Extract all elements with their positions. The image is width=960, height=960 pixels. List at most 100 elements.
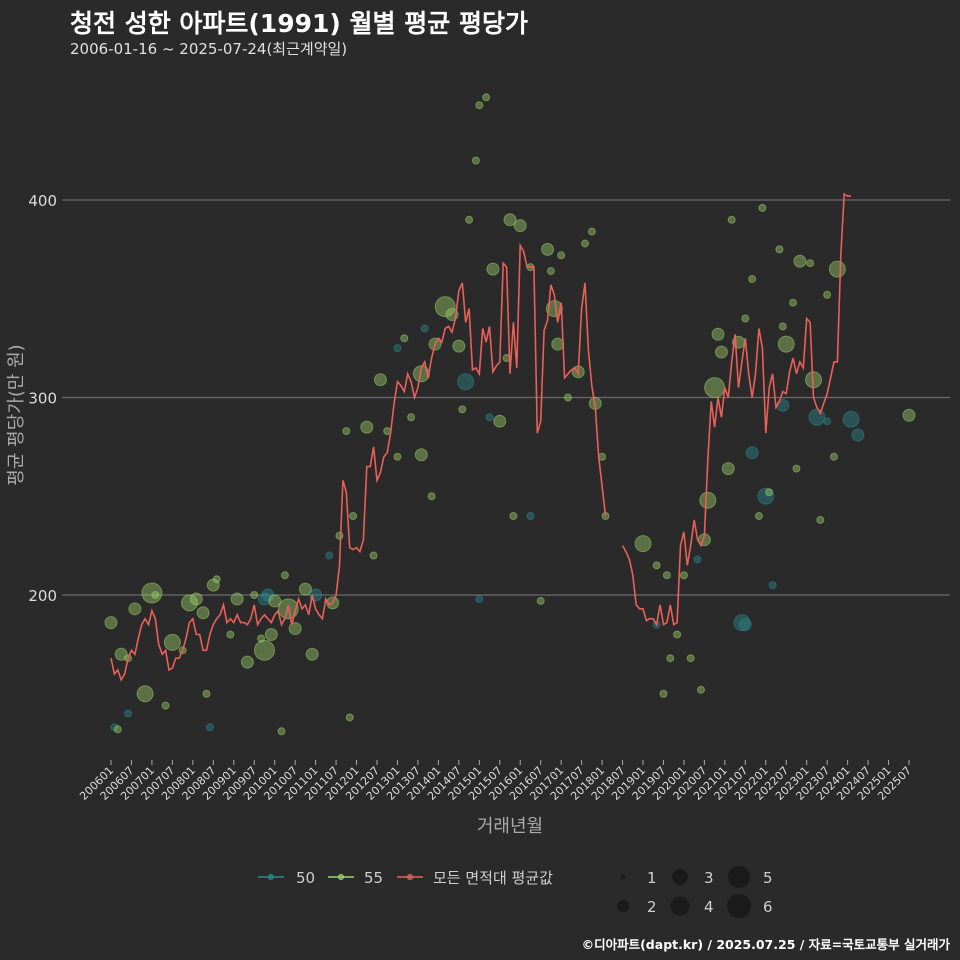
data-point-55-102 (793, 254, 807, 268)
chart-subtitle: 2006-01-16 ~ 2025-07-24(최근계약일) (70, 40, 348, 58)
data-point-55-37 (369, 551, 378, 560)
data-point-55-107 (829, 452, 838, 461)
data-point-55-12 (189, 592, 203, 606)
data-point-55-25 (277, 727, 286, 736)
data-point-55-81 (679, 571, 688, 580)
data-point-55-17 (226, 630, 235, 639)
data-point-55-0 (104, 616, 118, 630)
legend-label-55: 55 (364, 869, 383, 887)
source-caption: ©디아파트(dapt.kr) / 2025.07.25 / 자료=국토교통부 실… (581, 937, 950, 952)
data-point-55-70 (581, 239, 590, 248)
data-point-50-17 (745, 446, 759, 460)
y-axis: 200 300 400 (28, 192, 57, 605)
data-point-50-18 (757, 487, 775, 505)
y-tick-label-400: 400 (28, 192, 57, 210)
data-point-55-4 (128, 602, 142, 616)
y-tick-label-300: 300 (28, 390, 57, 408)
data-point-50-23 (842, 410, 860, 428)
data-point-55-50 (458, 405, 467, 414)
data-point-55-52 (471, 156, 480, 165)
data-point-50-21 (808, 408, 826, 426)
data-point-55-39 (383, 427, 392, 436)
data-point-55-35 (349, 512, 358, 520)
data-point-55-19 (240, 655, 254, 669)
data-point-55-28 (288, 622, 302, 636)
data-point-55-11 (180, 594, 198, 612)
legend-size-label-5: 5 (763, 869, 773, 887)
data-point-55-95 (758, 203, 767, 212)
y-axis-label: 평균 평당가(만 원) (6, 344, 27, 485)
legend: 50 55 모든 면적대 평균값 1 2 3 4 5 6 (258, 866, 773, 918)
data-point-55-56 (493, 414, 507, 428)
data-point-55-58 (503, 213, 517, 227)
data-point-55-36 (360, 420, 374, 434)
data-point-50-1 (124, 709, 133, 718)
legend-size-circle-2 (617, 900, 629, 912)
data-point-55-13 (196, 606, 210, 620)
data-point-55-40 (393, 452, 402, 461)
data-point-50-16 (738, 618, 752, 632)
data-point-55-26 (280, 571, 289, 580)
data-point-55-23 (264, 628, 278, 641)
scatter-points (104, 93, 916, 736)
data-point-55-9 (163, 633, 181, 651)
data-point-55-30 (305, 647, 319, 661)
data-point-50-2 (205, 723, 214, 732)
data-point-55-85 (699, 491, 717, 509)
data-point-55-32 (335, 531, 344, 540)
data-point-55-101 (792, 464, 801, 473)
y-tick-label-200: 200 (28, 587, 57, 605)
data-point-55-98 (778, 322, 787, 331)
data-point-55-29 (298, 582, 312, 596)
data-point-55-108 (828, 260, 846, 278)
data-point-55-41 (400, 334, 409, 343)
data-point-55-59 (509, 512, 518, 520)
data-point-55-77 (659, 689, 668, 698)
data-point-55-47 (434, 296, 456, 318)
legend-dot-1 (338, 874, 344, 880)
data-point-55-66 (551, 337, 565, 351)
data-point-55-16 (212, 575, 221, 584)
data-point-55-89 (721, 462, 735, 476)
data-point-50-22 (823, 417, 832, 426)
data-point-55-55 (486, 262, 500, 276)
legend-dot-2 (407, 874, 413, 880)
legend-size-circle-6 (727, 894, 751, 918)
data-point-55-49 (452, 339, 466, 353)
data-point-50-12 (526, 512, 535, 520)
data-point-55-76 (652, 561, 661, 570)
data-point-55-33 (342, 427, 351, 436)
data-point-55-105 (816, 515, 825, 524)
legend-size-circle-3 (672, 869, 688, 885)
x-axis: 2006012006072007012007072008012008072009… (77, 760, 914, 803)
average-line-segment-0 (110, 242, 607, 682)
data-point-55-80 (673, 630, 682, 639)
data-point-55-96 (765, 488, 774, 497)
data-point-55-43 (414, 448, 428, 462)
data-point-50-11 (485, 413, 494, 422)
data-point-55-42 (407, 413, 416, 422)
data-point-55-93 (748, 275, 757, 283)
data-point-55-53 (475, 101, 484, 110)
data-point-55-18 (230, 592, 244, 606)
average-line-segment-1 (621, 192, 851, 627)
data-point-55-87 (711, 327, 725, 341)
legend-size-circle-5 (728, 866, 750, 888)
data-point-55-20 (250, 591, 259, 599)
data-point-55-34 (345, 713, 354, 722)
data-point-55-1 (113, 725, 122, 734)
data-point-55-62 (536, 596, 545, 605)
data-point-50-7 (393, 344, 402, 353)
chart-title: 청전 성한 아파트(1991) 월별 평균 평당가 (70, 9, 528, 38)
data-point-55-63 (541, 242, 555, 256)
data-point-55-79 (666, 654, 675, 663)
data-point-55-86 (704, 377, 726, 399)
data-point-55-109 (902, 408, 916, 422)
data-point-55-94 (754, 512, 763, 520)
data-point-55-60 (513, 219, 527, 233)
data-point-55-88 (714, 345, 728, 359)
data-point-50-6 (325, 551, 334, 560)
x-axis-label: 거래년월 (477, 816, 543, 837)
data-point-55-75 (634, 535, 652, 553)
data-point-55-83 (696, 685, 705, 694)
